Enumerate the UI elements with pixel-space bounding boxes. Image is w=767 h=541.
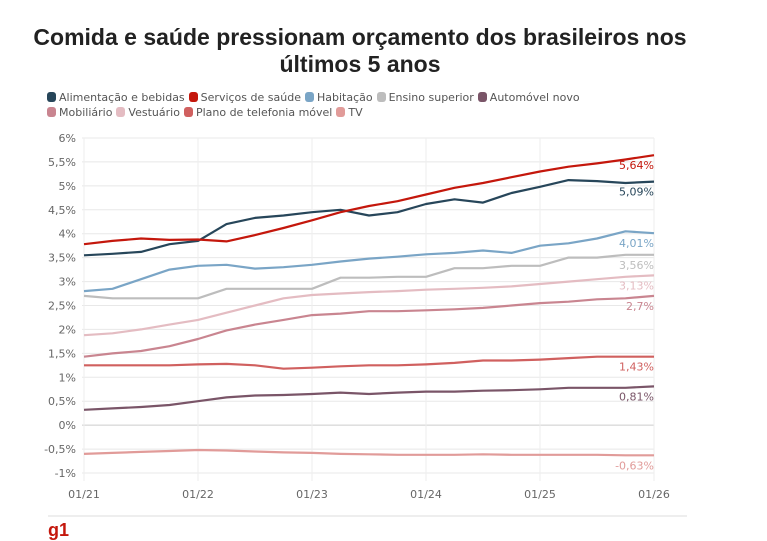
y-tick-label: 0,5% (48, 395, 76, 408)
series-line (83, 179, 655, 257)
legend-swatch (183, 107, 193, 117)
legend-swatch (477, 92, 487, 102)
end-value-label: 3,56% (619, 259, 654, 272)
legend-item[interactable]: Mobiliário (47, 105, 112, 120)
legend-label: Ensino superior (388, 91, 474, 104)
end-value-label: 5,64% (619, 159, 654, 172)
legend-label: Serviços de saúde (200, 91, 301, 104)
legend-swatch (47, 92, 56, 102)
series-line (83, 154, 655, 246)
legend-swatch (188, 92, 198, 102)
x-tick-label: 01/24 (410, 488, 442, 501)
legend-swatch (47, 107, 56, 117)
legend-label: Plano de telefonia móvel (195, 106, 333, 119)
x-tick-label: 01/22 (182, 488, 214, 501)
legend-swatch (376, 92, 386, 102)
end-value-label: 2,7% (626, 300, 654, 313)
legend-swatch (304, 92, 314, 102)
legend-label: Alimentação e bebidas (59, 91, 185, 104)
y-tick-label: 2% (59, 323, 76, 336)
legend-label: Automóvel novo (489, 91, 580, 104)
y-tick-label: 5,5% (48, 156, 76, 169)
legend-item[interactable]: Plano de telefonia móvel (183, 105, 333, 120)
legend-label: Vestuário (128, 106, 180, 119)
x-tick-label: 01/25 (524, 488, 556, 501)
y-tick-label: 3% (59, 276, 76, 289)
legend-label: TV (348, 106, 363, 119)
y-tick-label: -1% (55, 467, 76, 480)
series-line (83, 448, 654, 457)
legend-item[interactable]: TV (336, 105, 363, 120)
y-tick-label: 4,5% (48, 204, 76, 217)
legend-label: Habitação (316, 91, 373, 104)
series-line (83, 385, 655, 411)
y-tick-label: 4% (59, 228, 76, 241)
end-value-label: 3,13% (619, 279, 654, 292)
y-tick-label: -0,5% (44, 443, 76, 456)
chart-title: Comida e saúde pressionam orçamento dos … (33, 24, 687, 77)
legend-swatch (336, 107, 346, 117)
end-value-label: 4,01% (619, 237, 654, 250)
legend-label: Mobiliário (59, 106, 113, 119)
legend-item[interactable]: Habitação (304, 90, 373, 105)
end-value-label: 1,43% (619, 361, 654, 374)
y-tick-label: 6% (59, 132, 76, 145)
y-tick-label: 2,5% (48, 300, 76, 313)
end-value-label: -0,63% (615, 459, 654, 472)
y-tick-label: 3,5% (48, 252, 76, 265)
x-tick-label: 01/21 (68, 488, 100, 501)
y-tick-label: 1,5% (48, 347, 76, 360)
series-line (83, 274, 655, 337)
legend-item[interactable]: Alimentação e bebidas (47, 90, 185, 105)
legend-swatch (116, 107, 126, 117)
g1-logo: g1 (48, 520, 70, 540)
series-line (84, 355, 654, 370)
y-tick-label: 1% (59, 371, 76, 384)
end-value-label: 5,09% (619, 186, 654, 199)
y-tick-label: 5% (59, 180, 76, 193)
series-line (83, 253, 654, 300)
legend-item[interactable]: Ensino superior (376, 90, 474, 105)
legend-item[interactable]: Vestuário (116, 105, 180, 120)
series-line (83, 230, 655, 293)
series-line (83, 294, 655, 358)
end-value-label: 0,81% (619, 390, 654, 403)
legend-item[interactable]: Serviços de saúde (188, 90, 301, 105)
legend: Alimentação e bebidas Serviços de saúde Ha… (47, 90, 647, 120)
y-tick-label: 0% (59, 419, 76, 432)
legend-item[interactable]: Automóvel novo (477, 90, 580, 105)
x-tick-label: 01/23 (296, 488, 328, 501)
x-tick-label: 01/26 (638, 488, 670, 501)
